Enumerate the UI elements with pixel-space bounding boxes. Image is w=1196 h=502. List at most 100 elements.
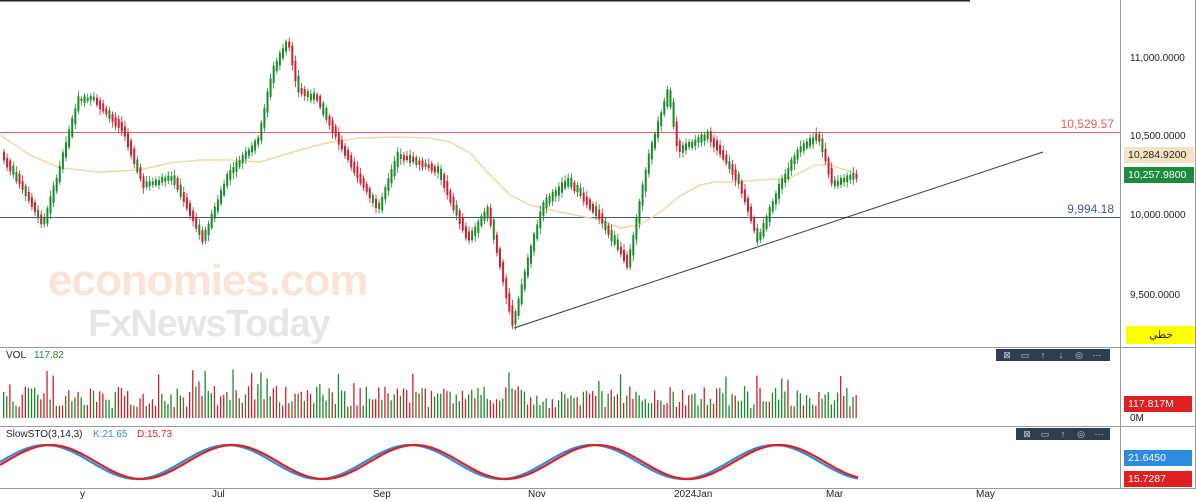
- candle-body: [260, 122, 263, 141]
- candle-body: [691, 141, 694, 149]
- candle-body: [399, 154, 402, 159]
- candle-body: [117, 119, 120, 129]
- candle-body: [458, 210, 461, 224]
- volume-bar: [781, 378, 783, 418]
- candle-body: [483, 211, 486, 221]
- candle-body: [161, 176, 164, 183]
- volume-bar: [753, 404, 755, 418]
- stochastic-pane-toolbar[interactable]: ⊠ ▭ ↑ ◎ ⋯: [1016, 428, 1110, 440]
- candle-body: [644, 169, 647, 192]
- price-chart[interactable]: 10,529.57 9,994.18 economies.com FxNewsT…: [0, 0, 1120, 348]
- candle-body: [387, 178, 390, 192]
- volume-bar: [102, 393, 104, 418]
- volume-bar: [331, 392, 333, 418]
- volume-bar: [21, 394, 23, 418]
- volume-bar: [830, 404, 832, 418]
- time-axis[interactable]: [0, 488, 1196, 502]
- volume-bar: [27, 387, 30, 418]
- volume-bar: [849, 406, 851, 418]
- settings-icon[interactable]: ◎: [1075, 350, 1083, 360]
- candle-body: [455, 204, 458, 216]
- candle-body: [790, 159, 793, 171]
- volume-bar: [24, 386, 26, 418]
- x-tick-label: Nov: [528, 489, 546, 500]
- settings-icon[interactable]: ◎: [1077, 429, 1085, 439]
- candle-body: [809, 137, 811, 147]
- candle-body: [731, 164, 734, 175]
- more-icon[interactable]: ⋯: [1094, 429, 1104, 439]
- volume-value: 117.82: [34, 350, 64, 361]
- candle-body: [632, 234, 635, 256]
- volume-bar: [489, 400, 491, 418]
- candle-body: [740, 181, 743, 194]
- volume-chart[interactable]: VOL 117.82: [0, 348, 1120, 426]
- volume-bar: [46, 370, 48, 418]
- candle-body: [216, 199, 219, 212]
- candle-body: [185, 197, 188, 209]
- volume-bar: [502, 398, 504, 418]
- volume-bar: [765, 401, 767, 418]
- candle-body: [647, 153, 650, 174]
- stochastic-k-box: 21.6450: [1124, 450, 1192, 466]
- volume-bar: [154, 405, 157, 418]
- volume-bar: [229, 399, 231, 418]
- candlesticks: [3, 37, 858, 330]
- volume-bar: [728, 405, 730, 418]
- candle-body: [173, 175, 176, 185]
- volume-bar: [260, 372, 262, 418]
- candle-body: [12, 165, 15, 175]
- minimize-icon[interactable]: ▭: [1020, 350, 1030, 360]
- move-up-icon[interactable]: ↑: [1040, 350, 1046, 360]
- collapse-icon[interactable]: ⊠: [1003, 350, 1011, 360]
- pane-separator[interactable]: [0, 347, 1196, 348]
- candle-body: [46, 208, 49, 224]
- candle-body: [238, 160, 241, 167]
- candle-body: [722, 150, 725, 160]
- volume-bar: [474, 398, 476, 418]
- volume-bar: [136, 406, 138, 418]
- candle-body: [114, 117, 117, 127]
- candle-body: [368, 188, 371, 199]
- volume-bar: [158, 374, 160, 418]
- move-down-icon[interactable]: ↓: [1058, 350, 1064, 360]
- volume-bar: [328, 388, 330, 418]
- volume-bar: [542, 401, 544, 418]
- volume-bar: [700, 399, 702, 418]
- volume-bar: [455, 394, 457, 418]
- volume-bar: [288, 403, 290, 418]
- volume-pane-toolbar[interactable]: ⊠ ▭ ↑ ↓ ◎ ⋯: [996, 349, 1110, 361]
- candle-body: [610, 229, 613, 242]
- candle-body: [412, 156, 415, 163]
- volume-bar: [350, 405, 352, 418]
- volume-bar: [495, 399, 498, 418]
- move-up-icon[interactable]: ↑: [1060, 429, 1066, 439]
- volume-bar: [86, 404, 88, 418]
- candle-body: [120, 122, 123, 132]
- candle-body: [427, 164, 430, 169]
- drawing-tool-badge[interactable]: خطي: [1126, 326, 1196, 344]
- volume-bar: [446, 391, 448, 418]
- volume-bar: [768, 401, 770, 418]
- pane-separator[interactable]: [0, 426, 1196, 427]
- candle-body: [464, 226, 467, 239]
- candle-body: [554, 190, 557, 197]
- candle-body: [139, 167, 142, 180]
- volume-bar: [802, 405, 805, 418]
- candle-body: [492, 219, 495, 240]
- volume-bar: [827, 392, 829, 418]
- candle-body: [347, 149, 350, 160]
- minimize-icon[interactable]: ▭: [1040, 429, 1050, 439]
- volume-bar: [105, 399, 107, 418]
- candle-body: [616, 239, 619, 250]
- candle-body: [21, 181, 24, 190]
- candle-body: [328, 115, 331, 126]
- volume-bar: [83, 404, 85, 418]
- volume-bar: [356, 405, 358, 418]
- stochastic-chart[interactable]: SlowSTO(3,14,3) K:21.65 D:15.73: [0, 427, 1120, 489]
- volume-bar: [371, 399, 374, 418]
- candle-body: [71, 117, 74, 137]
- more-icon[interactable]: ⋯: [1092, 350, 1102, 360]
- volume-bar: [545, 398, 547, 418]
- volume-bar: [805, 395, 808, 418]
- collapse-icon[interactable]: ⊠: [1023, 429, 1031, 439]
